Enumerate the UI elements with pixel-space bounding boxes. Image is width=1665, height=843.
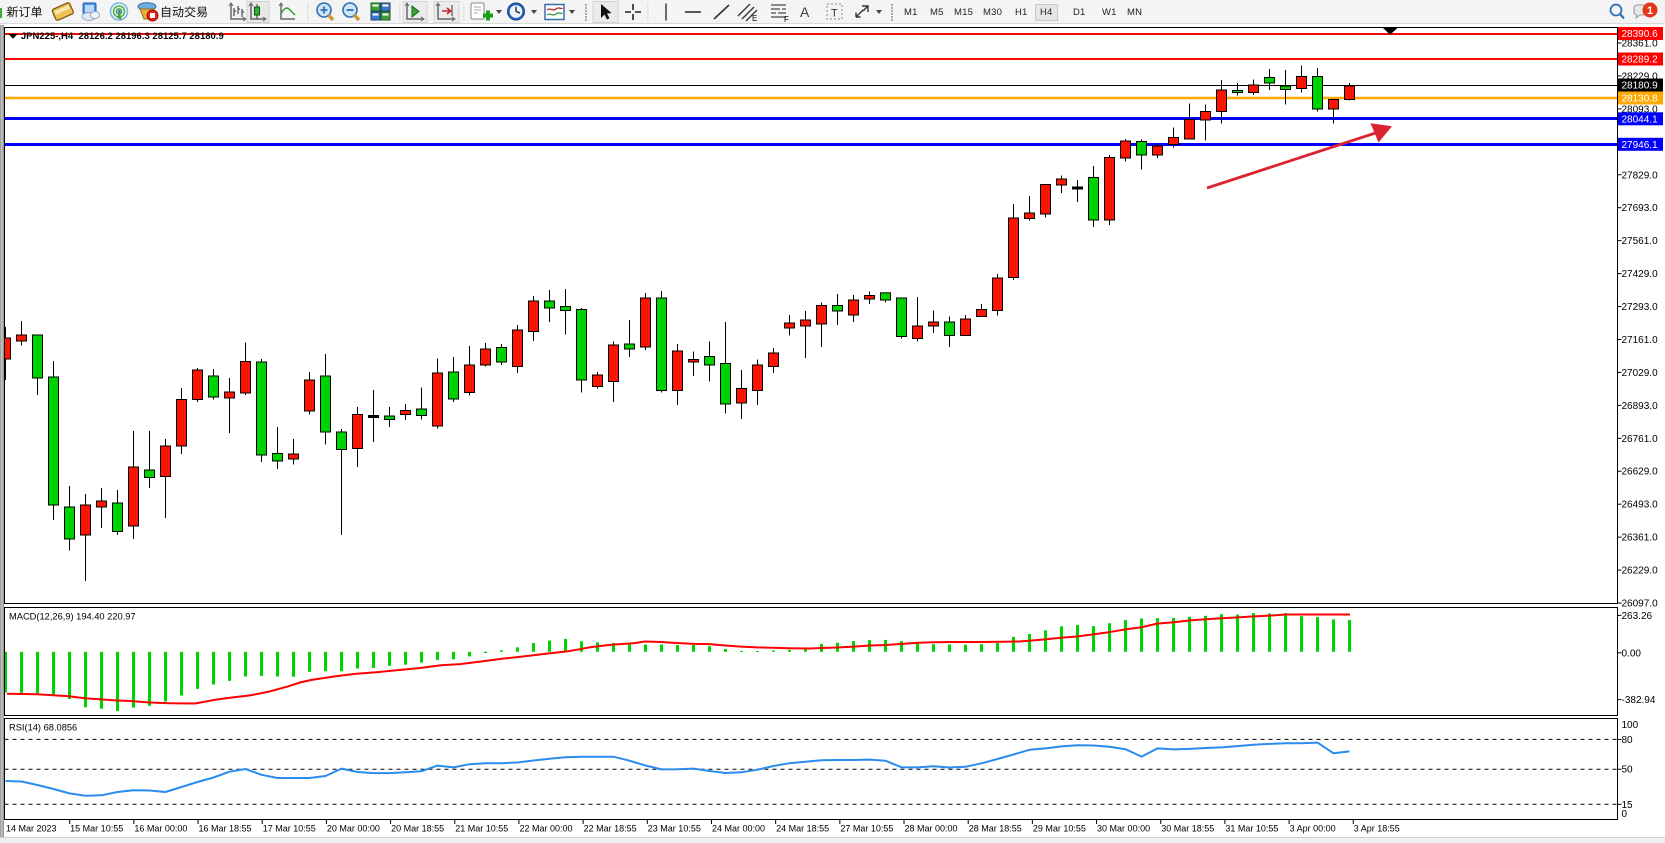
svg-text:0.00: 0.00 xyxy=(1622,648,1642,659)
svg-text:15 Mar 10:55: 15 Mar 10:55 xyxy=(70,824,123,834)
svg-text:28 Mar 18:55: 28 Mar 18:55 xyxy=(969,824,1022,834)
svg-text:MACD(12,26,9) 194.40 220.97: MACD(12,26,9) 194.40 220.97 xyxy=(9,612,136,622)
svg-text:26229.0: 26229.0 xyxy=(1622,566,1659,577)
svg-text:23 Mar 10:55: 23 Mar 10:55 xyxy=(648,824,701,834)
svg-text:-382.94: -382.94 xyxy=(1622,695,1656,706)
svg-text:16 Mar 00:00: 16 Mar 00:00 xyxy=(134,824,187,834)
svg-text:27029.0: 27029.0 xyxy=(1622,368,1659,379)
svg-text:0: 0 xyxy=(1622,809,1628,820)
svg-text:14 Mar 2023: 14 Mar 2023 xyxy=(6,824,57,834)
svg-text:80: 80 xyxy=(1622,735,1634,746)
svg-text:26629.0: 26629.0 xyxy=(1622,467,1659,478)
svg-text:A: A xyxy=(800,4,810,20)
svg-text:27829.0: 27829.0 xyxy=(1622,170,1659,181)
svg-text:15: 15 xyxy=(1622,800,1634,811)
svg-text:27293.0: 27293.0 xyxy=(1622,302,1659,313)
svg-text:28361.0: 28361.0 xyxy=(1622,39,1659,50)
svg-text:26097.0: 26097.0 xyxy=(1622,598,1659,609)
svg-text:20 Mar 00:00: 20 Mar 00:00 xyxy=(327,824,380,834)
svg-text:28180.9: 28180.9 xyxy=(1622,81,1659,92)
svg-text:20 Mar 18:55: 20 Mar 18:55 xyxy=(391,824,444,834)
svg-text:27561.0: 27561.0 xyxy=(1622,236,1659,247)
svg-text:28229.0: 28229.0 xyxy=(1622,71,1659,82)
svg-text:31 Mar 10:55: 31 Mar 10:55 xyxy=(1225,824,1278,834)
svg-text:E: E xyxy=(752,14,757,23)
svg-text:22 Mar 18:55: 22 Mar 18:55 xyxy=(584,824,637,834)
svg-text:F: F xyxy=(784,15,789,24)
svg-text:26493.0: 26493.0 xyxy=(1622,500,1659,511)
svg-text:100: 100 xyxy=(1622,720,1639,731)
svg-text:3 Apr 00:00: 3 Apr 00:00 xyxy=(1290,824,1336,834)
svg-text:28 Mar 00:00: 28 Mar 00:00 xyxy=(905,824,958,834)
svg-text:28044.1: 28044.1 xyxy=(1622,114,1659,125)
svg-text:50: 50 xyxy=(1622,765,1634,776)
svg-text:28390.6: 28390.6 xyxy=(1622,29,1659,40)
svg-text:27946.1: 27946.1 xyxy=(1622,140,1659,151)
svg-text:27161.0: 27161.0 xyxy=(1622,335,1659,346)
svg-text:28130.8: 28130.8 xyxy=(1622,94,1659,105)
svg-text:26361.0: 26361.0 xyxy=(1622,533,1659,544)
svg-text:27429.0: 27429.0 xyxy=(1622,269,1659,280)
svg-text:29 Mar 10:55: 29 Mar 10:55 xyxy=(1033,824,1086,834)
svg-text:30 Mar 18:55: 30 Mar 18:55 xyxy=(1161,824,1214,834)
svg-text:3 Apr 18:55: 3 Apr 18:55 xyxy=(1354,824,1400,834)
svg-text:17 Mar 10:55: 17 Mar 10:55 xyxy=(263,824,316,834)
svg-text:T: T xyxy=(831,8,838,20)
svg-text:21 Mar 10:55: 21 Mar 10:55 xyxy=(455,824,508,834)
svg-text:27693.0: 27693.0 xyxy=(1622,203,1659,214)
svg-text:26761.0: 26761.0 xyxy=(1622,434,1659,445)
svg-text:26893.0: 26893.0 xyxy=(1622,401,1659,412)
svg-text:22 Mar 00:00: 22 Mar 00:00 xyxy=(519,824,572,834)
svg-text:24 Mar 00:00: 24 Mar 00:00 xyxy=(712,824,765,834)
svg-text:JPN225-,H4 28126.2 28196.3 28: JPN225-,H4 28126.2 28196.3 28125.7 28180… xyxy=(21,31,224,42)
svg-text:28289.2: 28289.2 xyxy=(1622,55,1659,66)
svg-text:30 Mar 00:00: 30 Mar 00:00 xyxy=(1097,824,1150,834)
svg-text:1: 1 xyxy=(1647,5,1653,17)
svg-text:28093.0: 28093.0 xyxy=(1622,104,1659,115)
svg-text:24 Mar 18:55: 24 Mar 18:55 xyxy=(776,824,829,834)
svg-text:27 Mar 10:55: 27 Mar 10:55 xyxy=(840,824,893,834)
svg-text:RSI(14) 68.0856: RSI(14) 68.0856 xyxy=(9,723,77,733)
svg-text:263.26: 263.26 xyxy=(1622,611,1653,622)
svg-text:16 Mar 18:55: 16 Mar 18:55 xyxy=(199,824,252,834)
